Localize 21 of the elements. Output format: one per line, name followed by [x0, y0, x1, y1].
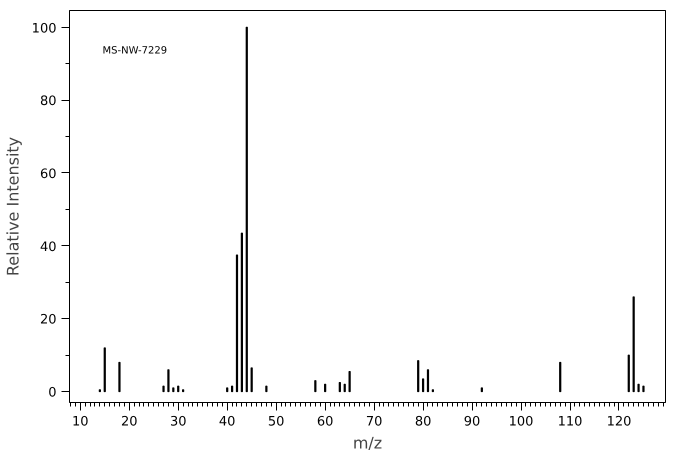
x-tick-label: 30	[170, 414, 186, 430]
x-tick-label: 10	[72, 414, 89, 430]
y-tick-label: 60	[40, 166, 57, 182]
x-tick-label: 50	[268, 414, 284, 430]
annotation: MS-NW-7229	[102, 46, 168, 56]
x-tick-label: 70	[366, 414, 382, 430]
y-tick-label: 20	[40, 312, 57, 328]
x-tick-label: 60	[316, 414, 334, 430]
y-tick-label: 0	[48, 386, 57, 401]
y-tick-label: 80	[40, 94, 57, 110]
y-tick-label: 40	[40, 240, 57, 255]
x-tick-label: 80	[414, 414, 432, 430]
y-axis-title: Relative Intensity	[4, 136, 23, 276]
x-tick-label: 120	[606, 414, 632, 430]
x-tick-label: 20	[120, 414, 138, 430]
x-tick-label: 90	[464, 414, 480, 430]
x-tick-label: 40	[218, 414, 236, 430]
y-tick-label: 100	[32, 21, 57, 36]
x-axis-title: m/z	[352, 434, 382, 452]
x-tick-label: 100	[508, 414, 534, 430]
x-tick-label: 110	[558, 414, 582, 430]
